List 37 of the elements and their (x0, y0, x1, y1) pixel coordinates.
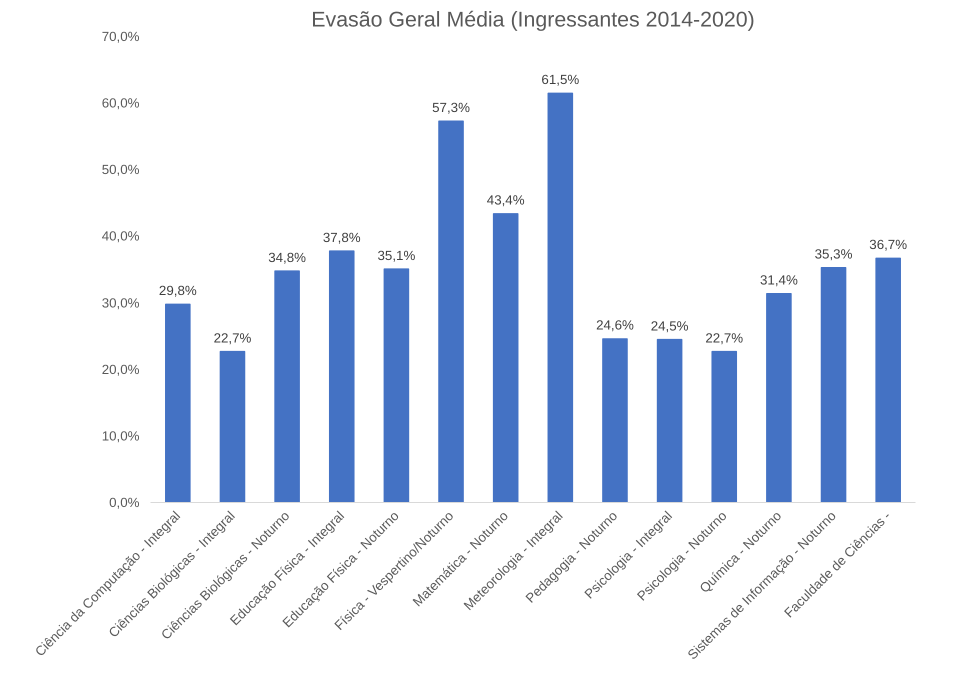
data-label: 36,7% (869, 237, 908, 252)
bar (492, 213, 518, 502)
bar (875, 258, 901, 502)
data-label: 34,8% (268, 250, 306, 265)
bar (274, 270, 300, 502)
y-tick-label: 40,0% (102, 228, 140, 244)
bar (384, 268, 410, 502)
bar (165, 304, 191, 502)
y-tick-label: 60,0% (102, 96, 140, 111)
data-label: 24,5% (650, 318, 689, 334)
data-label: 22,7% (214, 330, 252, 346)
bar (656, 338, 682, 502)
data-label: 61,5% (541, 72, 580, 88)
y-tick-label: 10,0% (102, 428, 140, 444)
data-label: 37,8% (322, 230, 361, 245)
bar (328, 250, 355, 502)
bar (766, 292, 792, 502)
y-tick-label: 30,0% (102, 295, 140, 310)
bar (820, 267, 846, 502)
data-label: 24,6% (596, 318, 634, 333)
data-label: 43,4% (486, 192, 525, 208)
data-label: 31,4% (760, 272, 798, 288)
bar (602, 338, 628, 502)
y-tick-label: 0,0% (109, 495, 140, 510)
bar (438, 120, 464, 502)
y-tick-label: 50,0% (102, 162, 140, 178)
data-label: 35,1% (377, 248, 416, 263)
y-tick-label: 20,0% (102, 362, 140, 377)
data-label: 35,3% (814, 246, 853, 262)
bar (711, 350, 738, 502)
bar (548, 92, 574, 502)
chart-title: Evasão Geral Média (Ingressantes 2014-2020) (311, 8, 755, 32)
bar (220, 350, 246, 502)
data-label: 29,8% (158, 283, 197, 298)
data-label: 22,7% (705, 330, 744, 346)
y-tick-label: 70,0% (102, 29, 140, 44)
data-label: 57,3% (432, 100, 470, 116)
